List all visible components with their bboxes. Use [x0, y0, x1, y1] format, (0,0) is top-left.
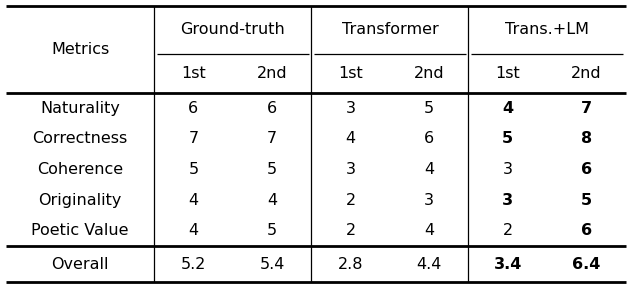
Text: Poetic Value: Poetic Value — [32, 223, 129, 238]
Text: Transformer: Transformer — [341, 22, 438, 37]
Text: 5: 5 — [267, 162, 277, 177]
Text: 2: 2 — [502, 223, 513, 238]
Text: Originality: Originality — [39, 192, 122, 208]
Text: Metrics: Metrics — [51, 42, 109, 57]
Text: 5: 5 — [502, 131, 513, 146]
Text: 3: 3 — [503, 162, 513, 177]
Text: 2.8: 2.8 — [338, 257, 363, 272]
Text: 5.2: 5.2 — [181, 257, 206, 272]
Text: 2nd: 2nd — [414, 66, 444, 81]
Text: 6.4: 6.4 — [572, 257, 600, 272]
Text: 4.4: 4.4 — [416, 257, 442, 272]
Text: 3.4: 3.4 — [494, 257, 522, 272]
Text: 2: 2 — [346, 192, 356, 208]
Text: 4: 4 — [346, 131, 356, 146]
Text: Coherence: Coherence — [37, 162, 123, 177]
Text: 5: 5 — [424, 101, 434, 116]
Text: Overall: Overall — [51, 257, 109, 272]
Text: 6: 6 — [188, 101, 198, 116]
Text: 3: 3 — [502, 192, 513, 208]
Text: 7: 7 — [581, 101, 592, 116]
Text: Trans.+LM: Trans.+LM — [505, 22, 589, 37]
Text: 6: 6 — [581, 162, 592, 177]
Text: Correctness: Correctness — [33, 131, 128, 146]
Text: 6: 6 — [424, 131, 434, 146]
Text: 5.4: 5.4 — [259, 257, 284, 272]
Text: 3: 3 — [346, 162, 356, 177]
Text: 4: 4 — [188, 192, 198, 208]
Text: 2: 2 — [346, 223, 356, 238]
Text: 4: 4 — [424, 162, 434, 177]
Text: 5: 5 — [581, 192, 592, 208]
Text: 1st: 1st — [495, 66, 520, 81]
Text: 1st: 1st — [181, 66, 206, 81]
Text: 1st: 1st — [338, 66, 363, 81]
Text: 5: 5 — [188, 162, 198, 177]
Text: 6: 6 — [581, 223, 592, 238]
Text: 5: 5 — [267, 223, 277, 238]
Text: 4: 4 — [188, 223, 198, 238]
Text: Ground-truth: Ground-truth — [180, 22, 285, 37]
Text: 4: 4 — [267, 192, 277, 208]
Text: 4: 4 — [502, 101, 513, 116]
Text: 2nd: 2nd — [571, 66, 602, 81]
Text: 3: 3 — [346, 101, 356, 116]
Text: 6: 6 — [267, 101, 277, 116]
Text: 2nd: 2nd — [257, 66, 288, 81]
Text: 4: 4 — [424, 223, 434, 238]
Text: 8: 8 — [581, 131, 592, 146]
Text: Naturality: Naturality — [40, 101, 120, 116]
Text: 7: 7 — [267, 131, 277, 146]
Text: 7: 7 — [188, 131, 198, 146]
Text: 3: 3 — [424, 192, 434, 208]
